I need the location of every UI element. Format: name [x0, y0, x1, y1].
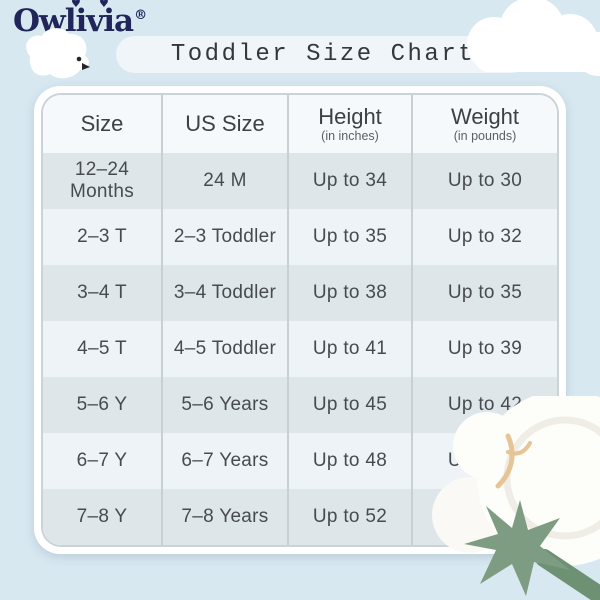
table-cell: 2–3 T — [43, 209, 161, 265]
table-cell: Up to 35 — [411, 265, 557, 321]
table-cell: 4–5 Toddler — [161, 321, 287, 377]
size-chart-table: Size US Size Height (in inches) Weight (… — [41, 93, 559, 547]
table-cell: 3–4 T — [43, 265, 161, 321]
table-cell: Up to 39 — [411, 321, 557, 377]
table-cell: 6–7 Years — [161, 433, 287, 489]
table-cell: Up to 30 — [411, 153, 557, 209]
bird-icon — [26, 28, 90, 79]
table-cell: Up to 35 — [287, 209, 411, 265]
column-header-weight: Weight (in pounds) — [411, 95, 557, 153]
table-cell: 24 M — [161, 153, 287, 209]
table-cell: 7–8 Y — [43, 489, 161, 545]
heart-dot-icon: ♥ — [71, 0, 81, 10]
column-header-size: Size — [43, 95, 161, 153]
table-cell: 7–8 Years — [161, 489, 287, 545]
table-cell: Up to 41 — [287, 321, 411, 377]
table-cell: Up to 52 — [287, 489, 411, 545]
page-title: Toddler Size Chart — [170, 41, 476, 68]
table-cell: Up to 45 — [287, 377, 411, 433]
table-cell: Up to 38 — [287, 265, 411, 321]
table-cell: Up to 34 — [287, 153, 411, 209]
column-header-us-size: US Size — [161, 95, 287, 153]
table-cell: Up to 32 — [411, 209, 557, 265]
table-cell: 2–3 Toddler — [161, 209, 287, 265]
table-cell: 12–24 Months — [43, 153, 161, 209]
table-cell: 6–7 Y — [43, 433, 161, 489]
column-header-height: Height (in inches) — [287, 95, 411, 153]
table-cell: Up to 48 — [287, 433, 411, 489]
cotton-flower-icon — [432, 396, 600, 600]
table-cell: 5–6 Y — [43, 377, 161, 433]
size-chart-card: Size US Size Height (in inches) Weight (… — [34, 86, 566, 554]
cloud-icon — [467, 0, 600, 76]
title-banner: Toddler Size Chart — [116, 36, 530, 73]
owlivia-logo: Owlivia® ♥ ♥ — [13, 0, 148, 39]
heart-dot-icon: ♥ — [99, 0, 109, 10]
logo-text: Owlivia — [13, 3, 134, 39]
table-cell: 4–5 T — [43, 321, 161, 377]
registered-mark: ® — [134, 8, 148, 23]
table-cell: 3–4 Toddler — [161, 265, 287, 321]
table-cell: 5–6 Years — [161, 377, 287, 433]
